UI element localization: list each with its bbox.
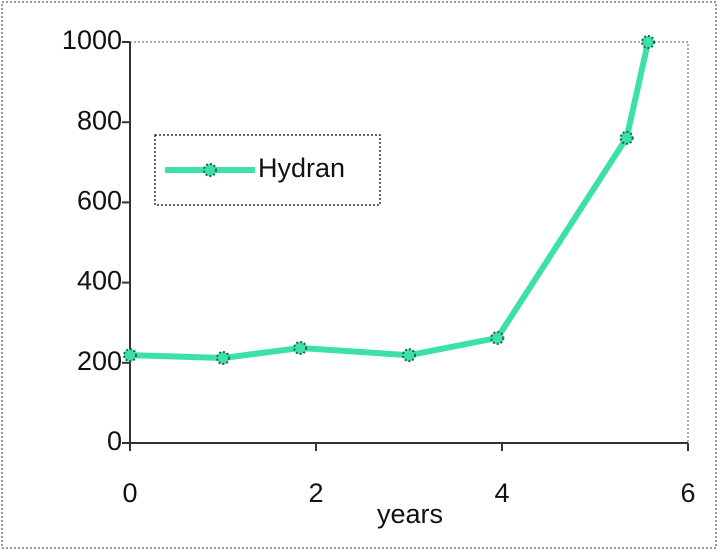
plot-area xyxy=(129,41,689,444)
legend-marker xyxy=(203,163,217,177)
marker xyxy=(402,348,416,363)
legend-label: Hydran xyxy=(258,153,345,183)
x-tick-label: 6 xyxy=(680,478,695,508)
y-tick-label: 200 xyxy=(77,346,122,376)
y-tick-label: 800 xyxy=(77,105,122,135)
marker xyxy=(123,348,137,363)
x-tick-label: 2 xyxy=(308,478,323,508)
marker xyxy=(490,330,505,345)
x-axis-label: years xyxy=(377,499,443,529)
marker xyxy=(619,130,634,145)
y-tick-label: 0 xyxy=(107,426,122,456)
y-tick-label: 400 xyxy=(77,266,122,296)
x-tick-label: 4 xyxy=(494,478,509,508)
y-tick-label: 1000 xyxy=(62,25,122,55)
y-tick-label: 600 xyxy=(77,186,122,216)
x-tick-label: 0 xyxy=(122,478,137,508)
marker xyxy=(293,340,308,355)
marker xyxy=(216,350,230,365)
marker xyxy=(641,35,656,49)
